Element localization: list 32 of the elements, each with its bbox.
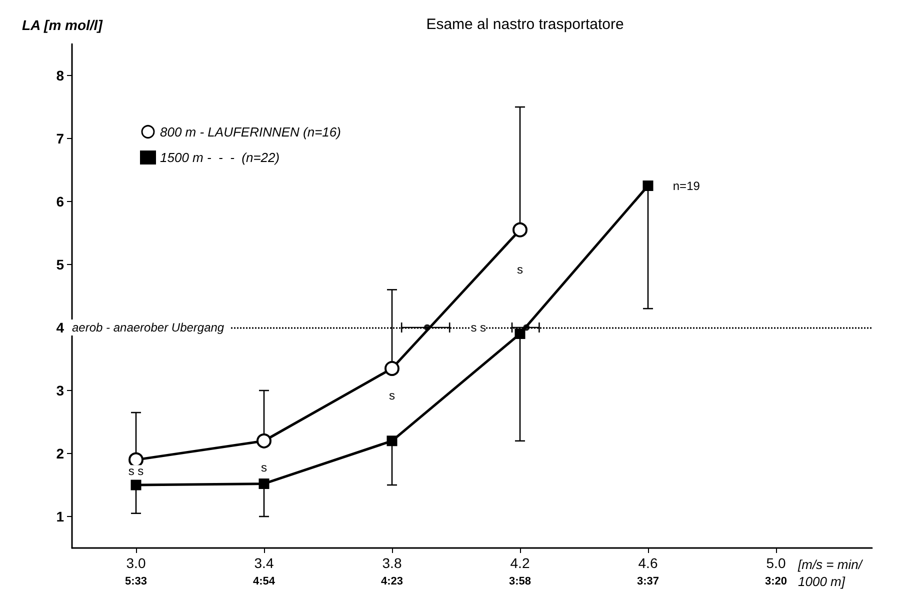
annotation: n=19 [672, 178, 700, 193]
y-tick-label: 5 [56, 256, 64, 272]
annotation: s [389, 388, 395, 403]
y-axis-title: LA [m mol/l] [22, 17, 104, 33]
x-tick-label: 4.6 [638, 555, 658, 571]
y-tick-label: 6 [56, 194, 64, 210]
y-tick-label: 2 [56, 446, 64, 462]
y-tick-label: 8 [56, 68, 64, 84]
text: 3:20 [764, 576, 788, 588]
legend-label: 1500 m - - - (n=22) [160, 150, 280, 165]
y-tick-label: 3 [56, 382, 64, 398]
x-tick-label: 3.4 [254, 555, 274, 571]
x-tick-label: 4.2 [510, 555, 530, 571]
ref-line-label: aerob - anaerober Ubergang [72, 320, 224, 334]
x-tick-label: 3.0 [126, 555, 146, 571]
text: 4:23 [380, 576, 404, 588]
text: 5:33 [124, 576, 148, 588]
annotation: s s [128, 464, 144, 478]
x-axis-title: [m/s = min/1000 m] [797, 557, 864, 589]
x-tick-label: 3.8 [382, 555, 402, 571]
annotation: s s [470, 320, 486, 334]
chart-title: Esame al nastro trasportatore [426, 16, 624, 33]
annotation: s [517, 262, 523, 277]
x-tick-label: 5.0 [766, 555, 786, 571]
annotation: s [261, 460, 267, 474]
y-tick-label: 4 [56, 320, 64, 336]
text: 3:58 [508, 576, 532, 588]
y-tick-label: 7 [56, 130, 64, 146]
y-tick-label: 1 [56, 508, 64, 524]
text: 3:37 [636, 576, 660, 588]
text: 4:54 [252, 576, 276, 588]
legend-label: 800 m - LAUFERINNEN (n=16) [160, 124, 341, 140]
